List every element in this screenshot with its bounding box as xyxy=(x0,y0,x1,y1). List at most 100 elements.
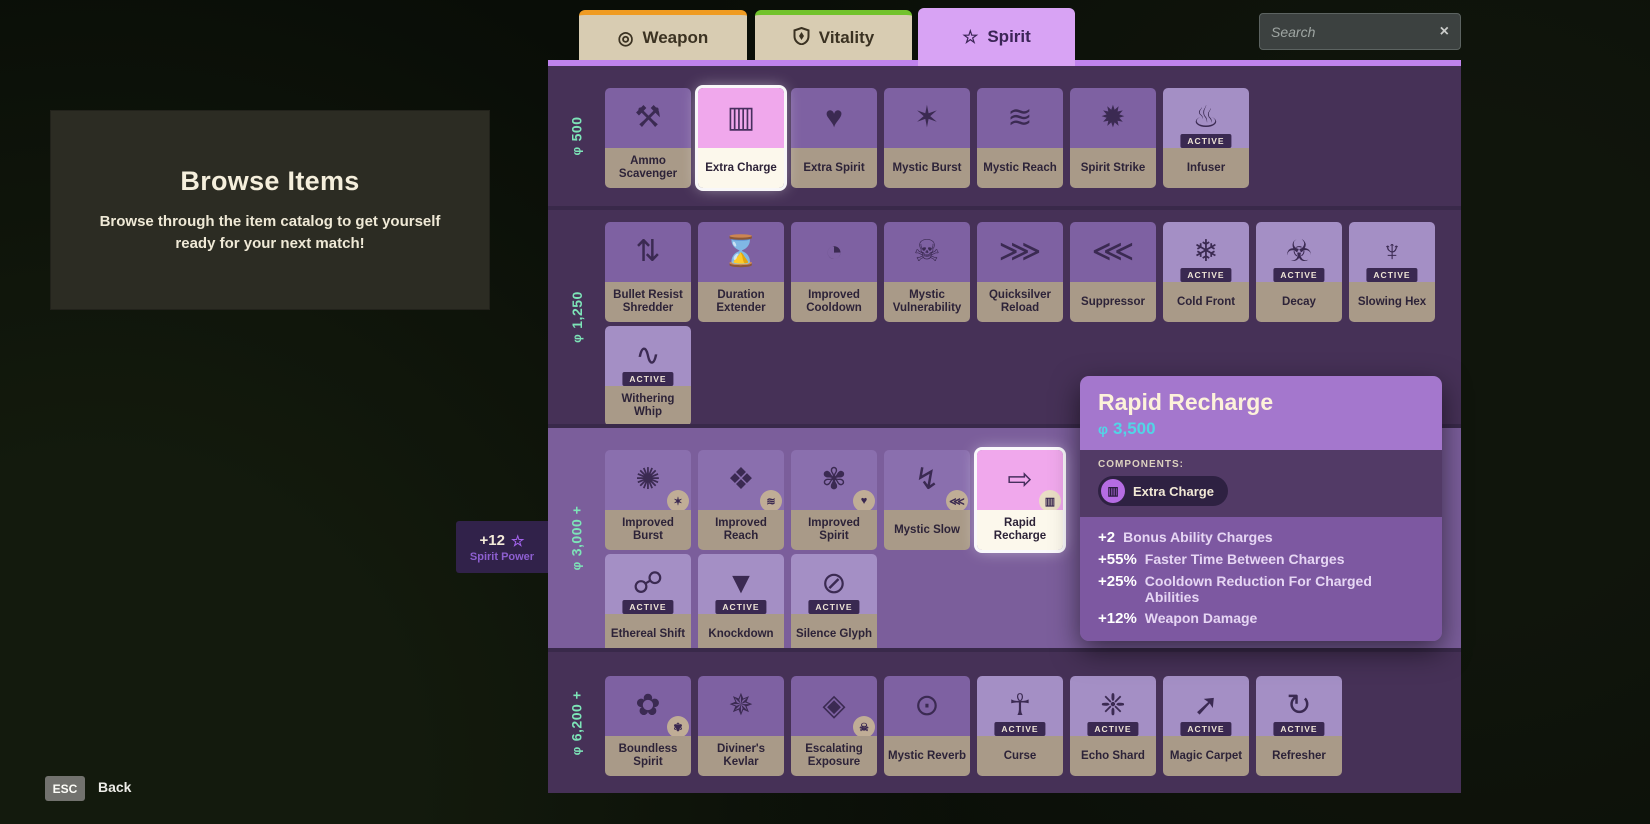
tier-rows: ✺ ✶ Improved Burst ❖ ≋ Improved Reach ✾ ♥ Improv… xyxy=(548,428,1461,654)
stat-label: Bonus Ability Charges xyxy=(1123,529,1273,545)
item-label: Improved Cooldown xyxy=(791,282,877,322)
item-card-curse[interactable]: ☥ ACTIVE Curse xyxy=(977,676,1063,776)
item-card-bullet-resist-shredder[interactable]: ⇅ Bullet Resist Shredder xyxy=(605,222,691,322)
search-input[interactable] xyxy=(1260,23,1429,40)
item-card-escalating-exposure[interactable]: ◈ ☠ Escalating Exposure xyxy=(791,676,877,776)
item-card-refresher[interactable]: ↻ ACTIVE Refresher xyxy=(1256,676,1342,776)
esc-key-button[interactable]: ESC xyxy=(45,776,85,801)
item-card-rapid-recharge[interactable]: ⇨ ▥ Rapid Recharge xyxy=(977,450,1063,550)
item-card-spirit-strike[interactable]: ✹ Spirit Strike xyxy=(1070,88,1156,188)
tab-vitality[interactable]: Vitality xyxy=(755,10,912,60)
component-badge-icon: ☠ xyxy=(853,716,875,738)
tier-price-label: φ 6,200 + xyxy=(569,690,585,755)
bullet-resist-shredder-icon: ⇅ xyxy=(635,235,661,268)
item-card-magic-carpet[interactable]: ➚ ACTIVE Magic Carpet xyxy=(1163,676,1249,776)
item-card-mystic-slow[interactable]: ↯ ⋘ Mystic Slow xyxy=(884,450,970,550)
ammo-scavenger-icon: ⚒ xyxy=(634,101,662,134)
tier-band-500: φ 500 ⚒ Ammo Scavenger ▥ Extra Charge ♥ Extra S… xyxy=(548,66,1461,206)
item-card-ethereal-shift[interactable]: ☍ ACTIVE Ethereal Shift xyxy=(605,554,691,654)
active-badge: ACTIVE xyxy=(1180,722,1232,736)
withering-whip-icon: ∿ xyxy=(635,339,661,372)
item-icon-area: ♥ xyxy=(791,88,877,148)
extra-charge-icon: ▥ xyxy=(726,101,756,134)
souls-currency-icon: φ xyxy=(569,146,584,156)
cold-front-icon: ❄ xyxy=(1193,235,1219,268)
item-icon-area: ⋘ xyxy=(1070,222,1156,282)
search-box: × xyxy=(1259,13,1461,50)
item-card-ammo-scavenger[interactable]: ⚒ Ammo Scavenger xyxy=(605,88,691,188)
item-card-extra-spirit[interactable]: ♥ Extra Spirit xyxy=(791,88,877,188)
active-badge: ACTIVE xyxy=(1366,268,1418,282)
item-label: Refresher xyxy=(1256,736,1342,776)
tab-spirit-label: Spirit xyxy=(987,27,1031,46)
active-badge: ACTIVE xyxy=(1180,134,1232,148)
silence-glyph-icon: ⊘ xyxy=(821,567,847,600)
item-label: Quicksilver Reload xyxy=(977,282,1063,322)
item-card-echo-shard[interactable]: ❈ ACTIVE Echo Shard xyxy=(1070,676,1156,776)
tier-label-wrap: φ 6,200 + xyxy=(548,652,605,793)
boundless-spirit-icon: ✿ xyxy=(635,689,661,722)
item-label: Infuser xyxy=(1163,148,1249,188)
item-card-improved-spirit[interactable]: ✾ ♥ Improved Spirit xyxy=(791,450,877,550)
spirit-power-label: Spirit Power xyxy=(469,550,535,563)
tier-rows: ⚒ Ammo Scavenger ▥ Extra Charge ♥ Extra Spiri… xyxy=(548,66,1461,188)
item-label: Extra Charge xyxy=(698,148,784,188)
tier-rows: ⇅ Bullet Resist Shredder ⌛ Duration Extende… xyxy=(548,210,1461,426)
tooltip-price: φ 3,500 xyxy=(1098,419,1424,439)
tab-spirit[interactable]: ☆ Spirit xyxy=(918,8,1075,66)
stat-label: Weapon Damage xyxy=(1144,610,1258,626)
slowing-hex-icon: ♆ xyxy=(1380,235,1404,268)
item-card-knockdown[interactable]: ▼ ACTIVE Knockdown xyxy=(698,554,784,654)
item-label: Duration Extender xyxy=(698,282,784,322)
item-card-quicksilver-reload[interactable]: ⋙ Quicksilver Reload xyxy=(977,222,1063,322)
mystic-slow-icon: ↯ xyxy=(914,463,940,496)
item-row: ✿ ✾ Boundless Spirit ✵ Diviner's Kevlar ◈ ☠ Esc… xyxy=(605,676,1461,776)
stat-value: +55% xyxy=(1098,551,1137,568)
browse-items-title: Browse Items xyxy=(180,165,360,196)
item-card-mystic-vulnerability[interactable]: ☠ Mystic Vulnerability xyxy=(884,222,970,322)
item-card-cold-front[interactable]: ❄ ACTIVE Cold Front xyxy=(1163,222,1249,322)
item-tooltip-rapid-recharge: Rapid Recharge φ 3,500 COMPONENTS: ▥ Extr… xyxy=(1080,376,1442,641)
item-row: ∿ ACTIVE Withering Whip xyxy=(605,326,1461,426)
item-label: Mystic Burst xyxy=(884,148,970,188)
item-card-improved-burst[interactable]: ✺ ✶ Improved Burst xyxy=(605,450,691,550)
tooltip-stats: +2 Bonus Ability Charges +55% Faster Time B… xyxy=(1080,517,1442,641)
item-card-boundless-spirit[interactable]: ✿ ✾ Boundless Spirit xyxy=(605,676,691,776)
browse-items-panel: Browse Items Browse through the item cat… xyxy=(50,110,490,310)
item-label: Mystic Reverb xyxy=(884,736,970,776)
tier-rows: ✿ ✾ Boundless Spirit ✵ Diviner's Kevlar ◈ ☠ Esc… xyxy=(548,652,1461,776)
component-chip-extra-charge[interactable]: ▥ Extra Charge xyxy=(1098,476,1228,506)
item-card-improved-reach[interactable]: ❖ ≋ Improved Reach xyxy=(698,450,784,550)
item-card-mystic-reverb[interactable]: ⊙ Mystic Reverb xyxy=(884,676,970,776)
component-badge-icon: ▥ xyxy=(1039,490,1061,512)
stat-value: +25% xyxy=(1098,573,1137,590)
item-card-improved-cooldown[interactable]: ◔ Improved Cooldown xyxy=(791,222,877,322)
tooltip-components-section: COMPONENTS: ▥ Extra Charge xyxy=(1080,450,1442,517)
tier-price-label: φ 1,250 xyxy=(568,291,584,343)
search-clear-icon[interactable]: × xyxy=(1439,22,1449,40)
item-card-withering-whip[interactable]: ∿ ACTIVE Withering Whip xyxy=(605,326,691,426)
item-icon-area: ⚒ xyxy=(605,88,691,148)
active-badge: ACTIVE xyxy=(715,600,767,614)
improved-spirit-icon: ✾ xyxy=(821,463,847,496)
item-card-infuser[interactable]: ♨ ACTIVE Infuser xyxy=(1163,88,1249,188)
item-card-mystic-reach[interactable]: ≋ Mystic Reach xyxy=(977,88,1063,188)
item-card-mystic-burst[interactable]: ✶ Mystic Burst xyxy=(884,88,970,188)
item-icon-area: ☠ xyxy=(884,222,970,282)
active-badge: ACTIVE xyxy=(622,600,674,614)
browse-items-subtitle: Browse through the item catalog to get y… xyxy=(99,212,441,252)
item-card-duration-extender[interactable]: ⌛ Duration Extender xyxy=(698,222,784,322)
item-label: Cold Front xyxy=(1163,282,1249,322)
mystic-reverb-icon: ⊙ xyxy=(914,689,940,722)
infuser-icon: ♨ xyxy=(1192,101,1220,134)
item-card-decay[interactable]: ☣ ACTIVE Decay xyxy=(1256,222,1342,322)
tab-weapon[interactable]: ◎ Weapon xyxy=(579,10,747,60)
item-card-diviner-s-kevlar[interactable]: ✵ Diviner's Kevlar xyxy=(698,676,784,776)
item-card-slowing-hex[interactable]: ♆ ACTIVE Slowing Hex xyxy=(1349,222,1435,322)
item-card-silence-glyph[interactable]: ⊘ ACTIVE Silence Glyph xyxy=(791,554,877,654)
item-card-extra-charge[interactable]: ▥ Extra Charge xyxy=(698,88,784,188)
item-card-suppressor[interactable]: ⋘ Suppressor xyxy=(1070,222,1156,322)
tier-label-wrap: φ 500 xyxy=(548,66,605,206)
stat-value: +12% xyxy=(1098,610,1137,627)
